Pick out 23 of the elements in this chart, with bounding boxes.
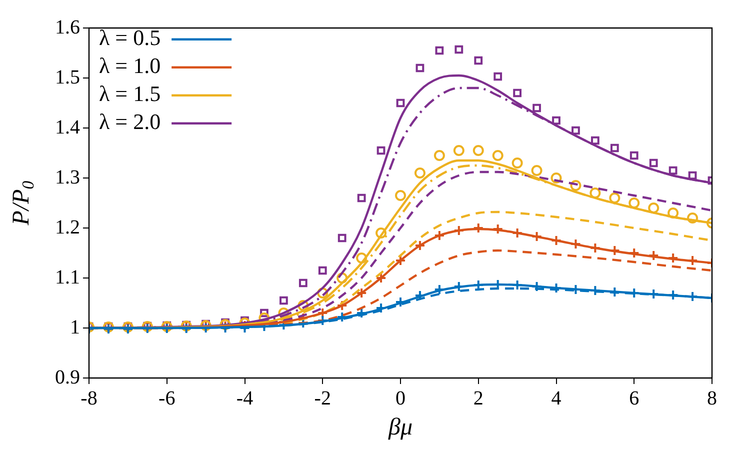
x-tick-label: 6: [629, 387, 640, 410]
x-tick-label: -8: [80, 387, 98, 410]
y-tick-label: 1.5: [55, 66, 80, 88]
x-tick-label: 2: [473, 387, 484, 410]
x-tick-label: -2: [314, 387, 331, 410]
y-tick-label: 1.2: [55, 216, 80, 238]
y-tick-label: 1.1: [55, 266, 80, 288]
legend-label: λ = 1.0: [98, 53, 161, 78]
x-tick-label: 8: [707, 387, 717, 410]
y-tick-label: 0.9: [55, 366, 80, 388]
legend-label: λ = 2.0: [98, 109, 161, 134]
y-tick-label: 1: [70, 316, 80, 338]
y-tick-label: 1.4: [55, 116, 80, 138]
legend-label: λ = 1.5: [98, 81, 161, 106]
x-axis-title: βμ: [388, 414, 412, 440]
y-axis-title: P/P0: [8, 180, 38, 226]
y-tick-label: 1.6: [55, 16, 80, 38]
x-tick-label: 0: [396, 387, 406, 410]
legend-label: λ = 0.5: [98, 25, 161, 50]
y-tick-label: 1.3: [55, 166, 80, 188]
x-tick-label: 4: [551, 387, 562, 410]
x-tick-label: -6: [158, 387, 176, 410]
x-tick-label: -4: [236, 387, 254, 410]
